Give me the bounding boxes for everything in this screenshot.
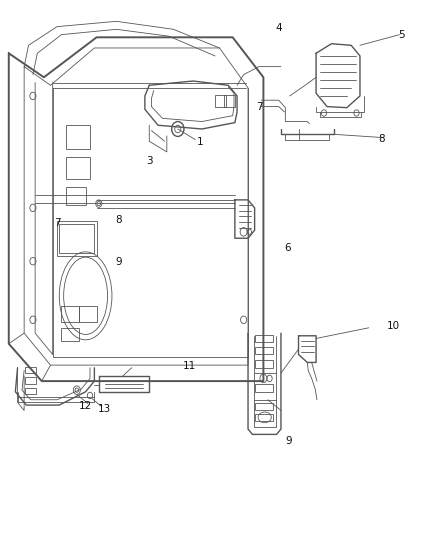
Text: 13: 13 xyxy=(98,405,111,414)
Text: 10: 10 xyxy=(385,321,399,331)
Bar xyxy=(255,384,272,392)
Text: 5: 5 xyxy=(397,30,404,39)
Text: 8: 8 xyxy=(378,134,385,143)
Bar xyxy=(255,403,272,410)
Bar xyxy=(255,360,272,368)
Bar xyxy=(25,377,36,384)
Bar xyxy=(57,221,96,256)
Bar xyxy=(25,367,36,373)
Text: 6: 6 xyxy=(283,243,290,253)
Bar xyxy=(66,157,90,179)
Text: 7: 7 xyxy=(255,102,262,111)
Text: 3: 3 xyxy=(145,156,152,166)
Text: 8: 8 xyxy=(115,215,122,225)
Bar xyxy=(79,306,96,322)
Bar xyxy=(255,347,272,354)
Bar xyxy=(215,95,226,107)
Bar xyxy=(61,328,79,341)
Text: 1: 1 xyxy=(196,137,203,147)
Text: 9: 9 xyxy=(285,437,292,446)
Text: 12: 12 xyxy=(79,401,92,411)
Bar xyxy=(223,95,234,107)
Bar xyxy=(255,414,272,421)
Text: 4: 4 xyxy=(275,23,282,33)
Text: 11: 11 xyxy=(183,361,196,371)
Bar xyxy=(61,306,79,322)
Text: 9: 9 xyxy=(115,257,122,267)
Bar xyxy=(255,335,272,342)
Text: 7: 7 xyxy=(53,218,60,228)
Bar xyxy=(25,388,36,394)
Bar xyxy=(66,187,85,205)
Bar xyxy=(66,125,90,149)
Bar xyxy=(59,224,94,253)
